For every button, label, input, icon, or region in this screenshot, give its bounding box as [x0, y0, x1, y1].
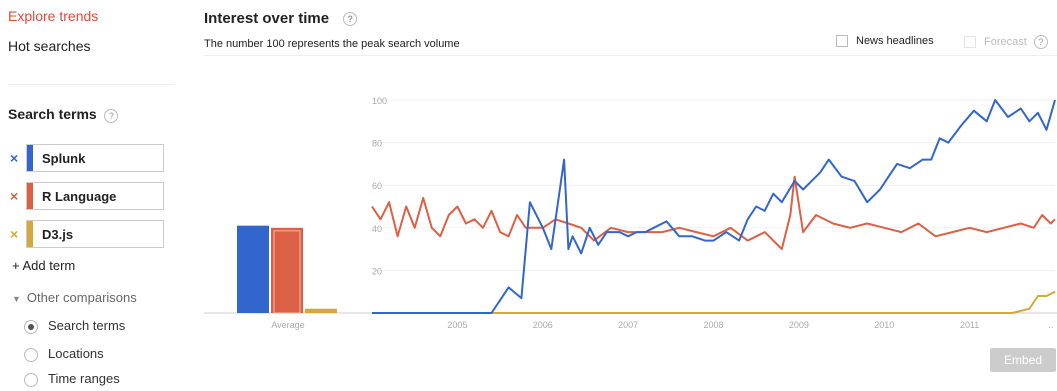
- add-term-link[interactable]: + Add term: [12, 258, 76, 273]
- nav-divider: [8, 84, 174, 85]
- header-divider: [204, 55, 1057, 56]
- x-tick-label: ..: [1048, 320, 1053, 330]
- x-tick-label: 2011: [960, 320, 979, 330]
- term-input-d3js[interactable]: D3.js: [26, 220, 164, 248]
- page-title: Interest over time: [204, 10, 330, 27]
- other-comparisons-label: Other comparisons: [26, 290, 137, 305]
- term-label: R Language: [42, 189, 117, 204]
- option-label: Search terms: [48, 318, 126, 333]
- average-label: Average: [271, 320, 304, 330]
- average-bar: [237, 225, 269, 313]
- x-tick-label: 2009: [789, 320, 809, 330]
- search-terms-header: Search terms ?: [8, 106, 119, 123]
- average-bar-outline: [273, 230, 301, 314]
- explore-trends-link[interactable]: Explore trends: [8, 8, 99, 24]
- search-term-splunk: × Splunk: [8, 144, 168, 174]
- term-color-bar: [27, 221, 33, 247]
- term-input-r-language[interactable]: R Language: [26, 182, 164, 210]
- term-color-bar: [27, 183, 33, 209]
- series-line-d3-js: [372, 290, 1056, 314]
- news-headlines-label: News headlines: [856, 35, 934, 47]
- x-tick-label: 2008: [703, 320, 723, 330]
- forecast-checkbox[interactable]: [964, 36, 976, 48]
- radio-icon[interactable]: [24, 372, 38, 387]
- help-icon[interactable]: ?: [104, 108, 119, 123]
- option-locations[interactable]: Locations: [24, 346, 104, 362]
- help-icon[interactable]: ?: [1033, 35, 1048, 49]
- term-label: Splunk: [42, 151, 86, 166]
- forecast-toggle[interactable]: Forecast ?: [964, 35, 1048, 49]
- series-line-r-language: [371, 175, 1056, 251]
- x-tick-label: 2005: [447, 320, 467, 330]
- y-tick-label: 60: [372, 181, 382, 191]
- search-term-d3js: × D3.js: [8, 220, 168, 250]
- option-search-terms[interactable]: Search terms: [24, 318, 125, 334]
- option-label: Time ranges: [48, 371, 120, 386]
- average-bar: [271, 227, 303, 313]
- remove-term-icon[interactable]: ×: [10, 188, 19, 204]
- remove-term-icon[interactable]: ×: [10, 226, 19, 242]
- search-term-r-language: × R Language: [8, 182, 168, 212]
- hot-searches-link[interactable]: Hot searches: [8, 38, 91, 54]
- chart-subtitle: The number 100 represents the peak searc…: [204, 38, 460, 50]
- average-bar: [305, 308, 337, 313]
- term-input-splunk[interactable]: Splunk: [26, 144, 164, 172]
- embed-button[interactable]: Embed: [990, 348, 1056, 372]
- term-label: D3.js: [42, 227, 74, 242]
- remove-term-icon[interactable]: ×: [10, 150, 19, 166]
- news-headlines-checkbox[interactable]: [836, 35, 848, 48]
- y-tick-label: 20: [372, 266, 382, 276]
- y-tick-label: 100: [372, 96, 387, 106]
- news-headlines-toggle[interactable]: News headlines: [836, 35, 934, 48]
- option-time-ranges[interactable]: Time ranges: [24, 371, 120, 387]
- other-comparisons-toggle[interactable]: ▼ Other comparisons: [12, 290, 137, 305]
- interest-over-time-header: Interest over time ?: [204, 10, 358, 27]
- triangle-down-icon: ▼: [12, 294, 21, 304]
- series-line-splunk: [372, 99, 1056, 314]
- y-tick-label: 80: [372, 139, 382, 149]
- search-terms-title: Search terms: [8, 106, 97, 122]
- radio-selected-icon[interactable]: [24, 319, 38, 334]
- term-color-bar: [27, 145, 33, 171]
- x-tick-label: 2007: [618, 320, 638, 330]
- x-tick-label: 2006: [533, 320, 553, 330]
- option-label: Locations: [48, 346, 104, 361]
- help-icon[interactable]: ?: [343, 12, 358, 27]
- x-tick-label: 2010: [874, 320, 894, 330]
- y-tick-label: 40: [372, 224, 382, 234]
- forecast-label: Forecast: [984, 35, 1027, 48]
- radio-icon[interactable]: [24, 347, 38, 362]
